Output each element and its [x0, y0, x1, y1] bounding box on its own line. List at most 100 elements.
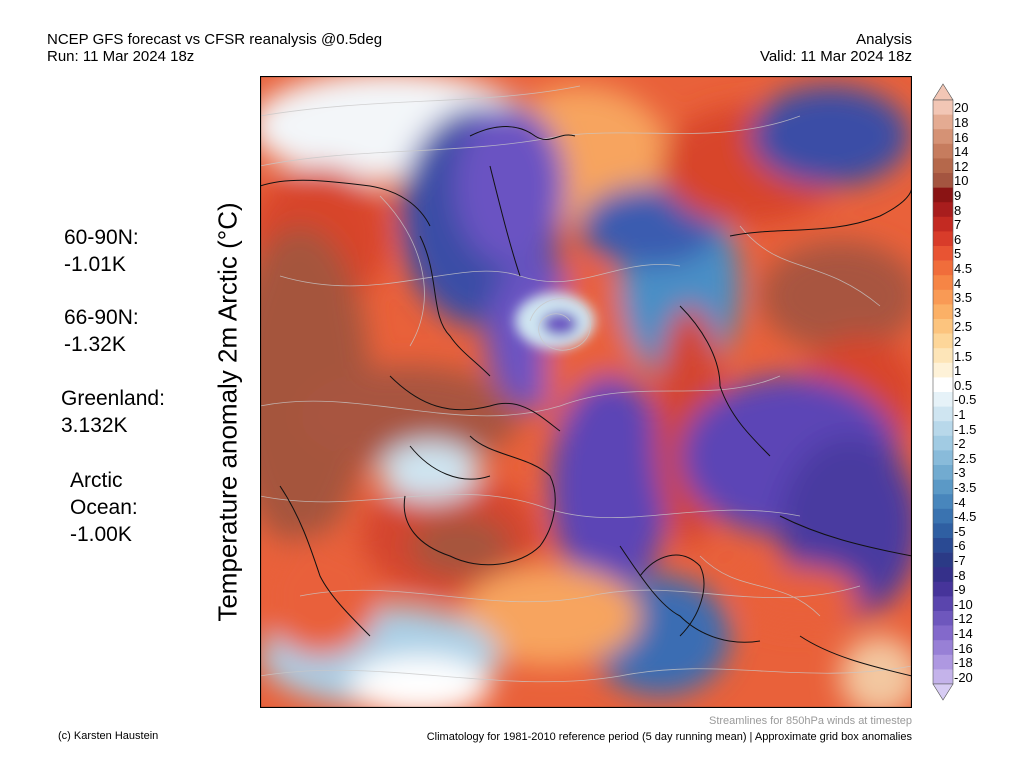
colorbar-tick-label: -18 [954, 655, 973, 671]
colorbar-swatch [933, 216, 953, 232]
stat-ocean-label: Ocean: [70, 496, 138, 519]
stat-66-90n-label: 66-90N: [64, 306, 139, 329]
colorbar-swatch [933, 275, 953, 291]
colorbar-swatch [933, 246, 953, 261]
colorbar-swatch [933, 129, 953, 145]
colorbar-swatch [933, 143, 953, 159]
colorbar-tick-label: -12 [954, 611, 973, 627]
stat-60-90n-value: -1.01K [64, 253, 126, 276]
wind-streamlines [260, 85, 912, 683]
climatology-note: Climatology for 1981-2010 reference peri… [426, 731, 912, 743]
colorbar-tick-label: 1 [954, 363, 962, 379]
colorbar-swatch [933, 392, 953, 407]
colorbar-tick-label: 8 [954, 202, 962, 218]
colorbar-swatch [933, 289, 953, 305]
colorbar-tick-label: 12 [954, 158, 969, 174]
colorbar-tick-label: -9 [954, 582, 966, 598]
colorbar-swatch [933, 187, 953, 203]
colorbar-tick-label: 20 [954, 100, 969, 116]
colorbar-swatch [933, 406, 953, 422]
colorbar-tick-label: 3.5 [954, 290, 973, 306]
valid-time: Valid: 11 Mar 2024 18z [759, 48, 912, 65]
stat-greenland-value: 3.132K [61, 414, 128, 437]
analysis-label: Analysis [856, 31, 912, 48]
y-axis-label: Temperature anomaly 2m Arctic (°C) [212, 202, 243, 622]
stat-greenland-label: Greenland: [61, 387, 165, 410]
colorbar-tick-label: -10 [954, 596, 973, 612]
colorbar-tick-label: -16 [954, 640, 973, 656]
colorbar-tick-label: 4 [954, 275, 962, 291]
colorbar-tick-label: 7 [954, 217, 962, 233]
colorbar-swatch [933, 348, 953, 364]
colorbar-tick-label: -14 [954, 625, 973, 641]
colorbar-tick-label: -1.5 [954, 421, 977, 437]
colorbar-top-arrow [932, 83, 954, 101]
colorbar-swatch [933, 669, 953, 685]
colorbar-swatch [933, 581, 953, 597]
arctic-anomaly-map [260, 76, 912, 708]
colorbar-swatch [933, 523, 953, 539]
colorbar-swatch [933, 552, 953, 568]
colorbar-tick-label: 5 [954, 246, 962, 262]
colorbar-swatch [933, 202, 953, 218]
colorbar-tick-label: 4.5 [954, 260, 973, 276]
colorbar-swatch [933, 435, 953, 451]
colorbar-tick-label: -4 [954, 494, 966, 510]
colorbar-swatch [933, 158, 953, 174]
colorbar-swatch [933, 625, 953, 641]
colorbar-tick-label: -0.5 [954, 392, 977, 408]
colorbar-swatch [933, 611, 953, 626]
colorbar-tick-label: -2 [954, 436, 966, 452]
colorbar-swatch [933, 479, 953, 495]
colorbar-tick-label: -3 [954, 465, 966, 481]
colorbar-tick-label: 14 [954, 144, 969, 160]
colorbar-tick-label: 10 [954, 173, 969, 189]
colorbar-swatch [933, 333, 953, 349]
colorbar-swatch [933, 173, 953, 188]
colorbar-swatch [933, 421, 953, 437]
colorbar-swatch [933, 508, 953, 524]
colorbar-swatch [933, 260, 953, 276]
credit: (c) Karsten Haustein [58, 730, 159, 742]
colorbar-tick-label: 1.5 [954, 348, 973, 364]
colorbar-swatch [933, 567, 953, 583]
colorbar-tick-label: 2.5 [954, 319, 973, 335]
anomaly-field [260, 76, 912, 708]
colorbar-tick-label: -5 [954, 523, 966, 539]
colorbar-swatch [933, 538, 953, 553]
colorbar-swatch [933, 640, 953, 656]
colorbar-tick-label: 16 [954, 129, 969, 145]
colorbar-swatch [933, 377, 953, 393]
colorbar-swatch [933, 465, 953, 480]
map-frame [260, 76, 912, 708]
coastlines [260, 126, 912, 677]
colorbar-tick-label: -8 [954, 567, 966, 583]
stat-arctic-label: Arctic [70, 469, 123, 492]
colorbar-swatch [933, 231, 953, 247]
colorbar-tick-label: 0.5 [954, 377, 973, 393]
colorbar-tick-label: 18 [954, 114, 969, 130]
colorbar-tick-label: -7 [954, 552, 966, 568]
stat-60-90n-label: 60-90N: [64, 226, 139, 249]
streamlines-note: Streamlines for 850hPa winds at timestep [709, 715, 912, 727]
colorbar-swatch [933, 304, 953, 320]
title-line-1: NCEP GFS forecast vs CFSR reanalysis @0.… [47, 31, 383, 48]
stat-66-90n-value: -1.32K [64, 333, 126, 356]
colorbar-tick-label: 3 [954, 304, 962, 320]
colorbar-tick-label: -6 [954, 538, 966, 554]
colorbar-swatch [933, 654, 953, 670]
stat-arctic-ocean-value: -1.00K [70, 523, 132, 546]
colorbar-tick-label: -20 [954, 669, 973, 685]
title-line-2: Run: 11 Mar 2024 18z [47, 48, 195, 65]
colorbar-tick-label: -2.5 [954, 450, 977, 466]
colorbar-tick-label: 2 [954, 333, 962, 349]
colorbar-swatch [933, 596, 953, 612]
colorbar-tick-label: -4.5 [954, 509, 977, 525]
colorbar-swatch [933, 319, 953, 334]
colorbar [932, 83, 954, 701]
colorbar-swatch [933, 114, 953, 130]
colorbar-tick-label: 9 [954, 187, 962, 203]
colorbar-tick-label: -3.5 [954, 479, 977, 495]
colorbar-swatch [933, 100, 953, 115]
colorbar-swatch [933, 450, 953, 466]
